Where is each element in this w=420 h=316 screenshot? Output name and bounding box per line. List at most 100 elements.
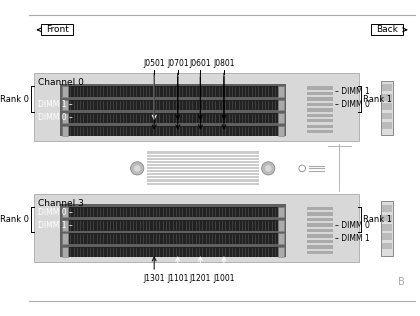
Bar <box>307 245 333 249</box>
Bar <box>62 246 284 257</box>
Text: J0601: J0601 <box>189 59 211 69</box>
Circle shape <box>131 162 144 175</box>
Bar <box>62 234 68 244</box>
Bar <box>34 73 359 141</box>
Bar <box>382 94 392 100</box>
Bar <box>278 86 284 97</box>
Bar <box>147 183 259 185</box>
Bar <box>62 113 284 123</box>
Bar <box>381 81 393 135</box>
Bar <box>371 24 403 35</box>
Text: B: B <box>398 277 404 288</box>
Bar <box>62 246 68 257</box>
Bar <box>307 130 333 133</box>
Bar <box>147 155 259 157</box>
Bar <box>307 240 333 243</box>
Text: – DIMM 0: – DIMM 0 <box>335 221 370 230</box>
Bar <box>62 126 68 136</box>
Text: Front: Front <box>46 25 68 34</box>
Bar <box>382 215 392 221</box>
Bar <box>62 86 284 97</box>
Circle shape <box>262 162 275 175</box>
Bar <box>62 220 68 231</box>
Bar <box>307 218 333 221</box>
Bar <box>278 113 284 123</box>
Bar <box>62 207 284 217</box>
Bar <box>62 126 284 136</box>
Text: J1001: J1001 <box>213 274 235 283</box>
Bar <box>307 119 333 123</box>
Bar <box>147 164 259 166</box>
Bar <box>147 158 259 160</box>
Text: Channel 3: Channel 3 <box>38 198 84 208</box>
Bar <box>278 126 284 136</box>
Text: Rank 0: Rank 0 <box>0 215 29 224</box>
Bar <box>60 83 286 136</box>
Bar <box>147 179 259 182</box>
Bar <box>382 113 392 119</box>
Bar <box>34 194 359 262</box>
Text: Rank 1: Rank 1 <box>362 94 391 104</box>
Text: – DIMM 1: – DIMM 1 <box>335 234 370 243</box>
Bar <box>307 251 333 254</box>
Bar <box>278 234 284 244</box>
Bar <box>62 100 284 110</box>
Text: Rank 0: Rank 0 <box>0 94 29 104</box>
Bar <box>382 84 392 91</box>
Bar <box>307 108 333 112</box>
Bar <box>307 114 333 117</box>
Bar <box>382 122 392 129</box>
Bar <box>382 243 392 249</box>
Text: – DIMM 1: – DIMM 1 <box>335 87 370 96</box>
Circle shape <box>265 165 272 172</box>
Text: Back: Back <box>376 25 398 34</box>
Bar <box>382 103 392 110</box>
Bar <box>307 97 333 100</box>
Bar <box>147 170 259 172</box>
Text: DIMM 1 –: DIMM 1 – <box>38 100 73 109</box>
Text: J1201: J1201 <box>190 274 211 283</box>
Bar <box>62 234 284 244</box>
Bar <box>62 220 284 231</box>
Text: – DIMM 0: – DIMM 0 <box>335 100 370 109</box>
Bar <box>41 24 73 35</box>
Circle shape <box>134 165 141 172</box>
Bar <box>278 100 284 110</box>
Bar <box>62 100 68 110</box>
Bar <box>307 92 333 95</box>
Bar <box>60 204 286 257</box>
Bar <box>278 246 284 257</box>
Bar <box>307 204 333 257</box>
Bar <box>307 229 333 232</box>
Bar <box>147 167 259 169</box>
Bar <box>381 201 393 256</box>
Bar <box>307 207 333 210</box>
Bar <box>307 103 333 106</box>
Bar <box>307 234 333 238</box>
Bar <box>382 234 392 240</box>
Bar <box>382 205 392 212</box>
Bar <box>62 86 68 97</box>
Bar <box>307 86 333 90</box>
Text: DIMM 0 –: DIMM 0 – <box>38 208 73 217</box>
Bar <box>147 176 259 179</box>
Text: Channel 0: Channel 0 <box>38 78 84 87</box>
Bar <box>62 207 68 217</box>
Bar <box>147 151 259 154</box>
Text: Rank 1: Rank 1 <box>362 215 391 224</box>
Text: J0501: J0501 <box>143 59 165 69</box>
Bar <box>307 125 333 128</box>
Bar <box>307 212 333 216</box>
Bar <box>382 224 392 231</box>
Bar <box>147 173 259 175</box>
Text: DIMM 1 –: DIMM 1 – <box>38 221 73 230</box>
Bar <box>307 223 333 227</box>
Text: DIMM 0 –: DIMM 0 – <box>38 113 73 122</box>
Bar <box>147 161 259 163</box>
Text: J1301: J1301 <box>144 274 165 283</box>
Text: J0701: J0701 <box>167 59 189 69</box>
Text: J0801: J0801 <box>213 59 235 69</box>
Bar <box>307 83 333 136</box>
Text: J1101: J1101 <box>167 274 189 283</box>
Bar <box>278 207 284 217</box>
